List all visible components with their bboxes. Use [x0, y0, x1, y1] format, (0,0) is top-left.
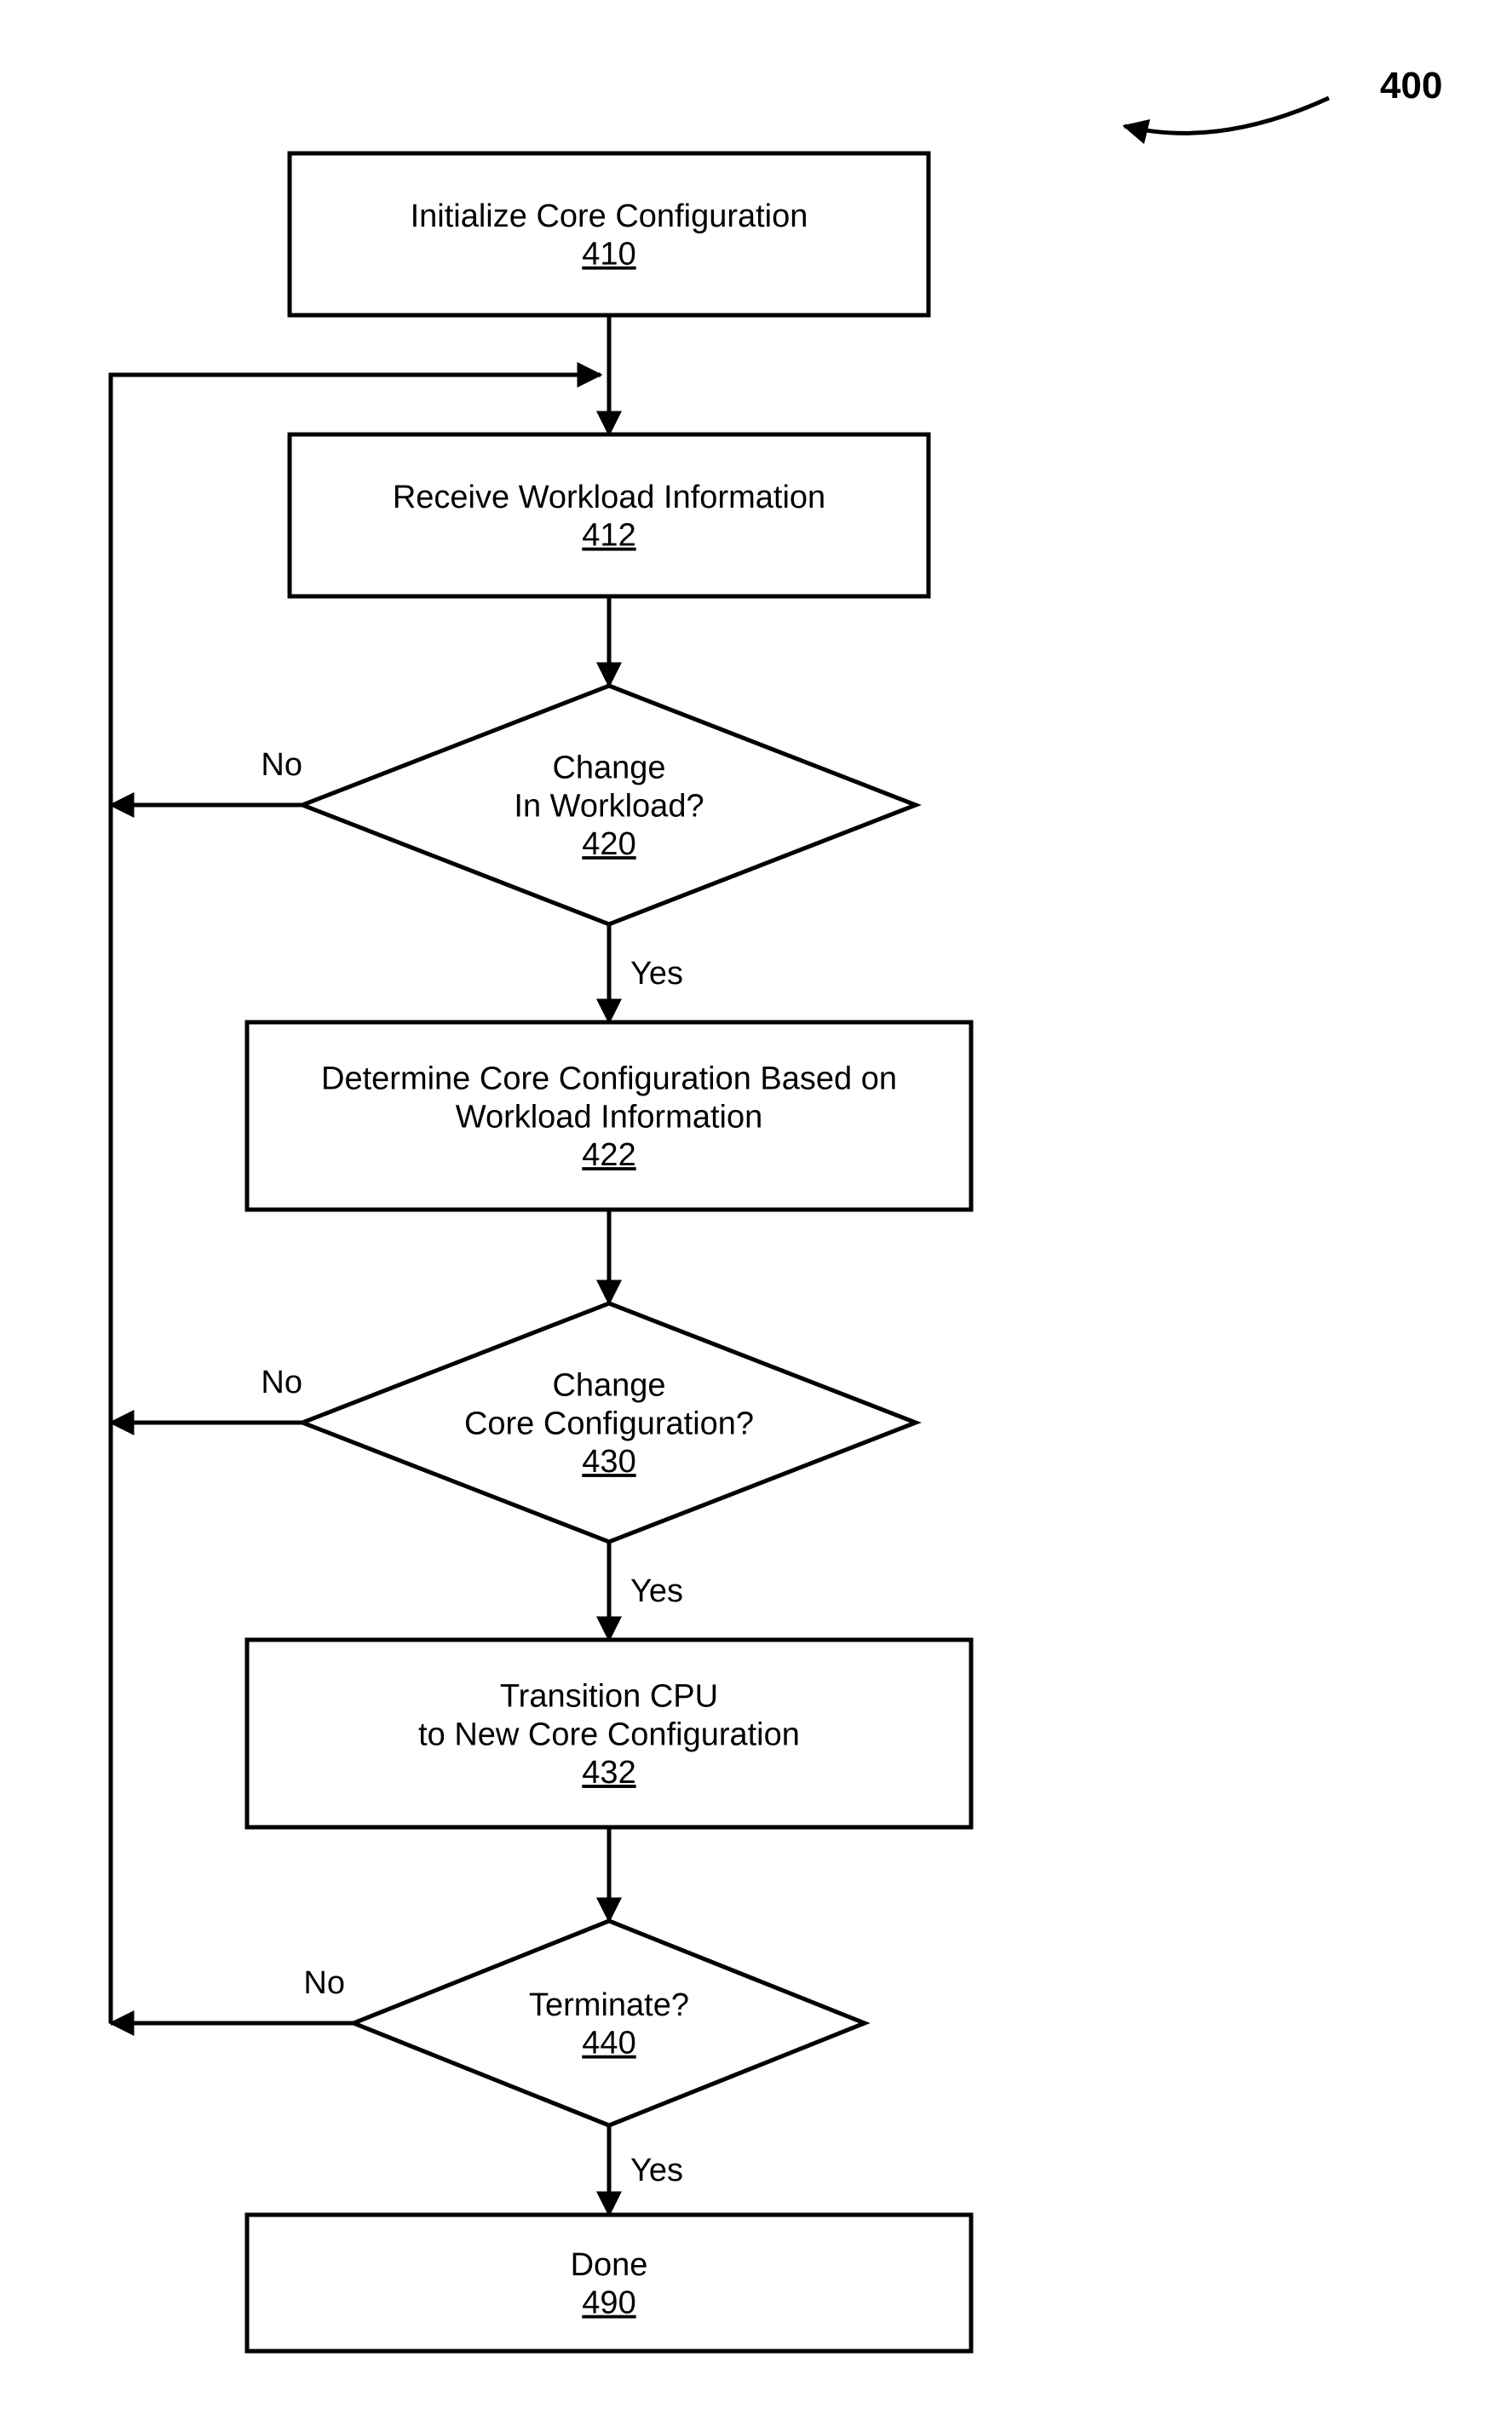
figure-pointer-arrow: [1124, 98, 1329, 133]
node-text-n422-l0: Determine Core Configuration Based on: [321, 1061, 897, 1096]
edge-label-e8: No: [261, 747, 302, 783]
edge-label-e10: No: [303, 1965, 345, 2001]
node-n490: [247, 2215, 971, 2351]
node-text-n422-l1: Workload Information: [456, 1099, 762, 1135]
flowchart-svg: Yes Yes Yes No No No Initialize Core Configura…: [0, 0, 1512, 2415]
figure-label-layer: 400: [1124, 65, 1442, 133]
node-ref-n430: 430: [582, 1444, 635, 1480]
node-ref-n432: 432: [582, 1755, 635, 1791]
edge-label-e5: Yes: [630, 1573, 683, 1609]
node-text-n490-l0: Done: [571, 2247, 648, 2283]
node-n440: [354, 1921, 865, 2125]
edge-label-e3: Yes: [630, 956, 683, 992]
node-n412: [290, 434, 928, 596]
edge-label-e7: Yes: [630, 2153, 683, 2188]
node-n410: [290, 153, 928, 315]
node-ref-n420: 420: [582, 826, 635, 862]
edges-layer: [111, 315, 609, 2215]
node-ref-n440: 440: [582, 2026, 635, 2061]
node-ref-n490: 490: [582, 2286, 635, 2321]
node-text-n412-l0: Receive Workload Information: [393, 480, 825, 515]
node-text-n420-l0: Change: [552, 750, 665, 785]
node-text-n420-l1: In Workload?: [514, 788, 704, 824]
node-ref-n412: 412: [582, 518, 635, 554]
node-text-n432-l0: Transition CPU: [500, 1678, 718, 1714]
node-ref-n410: 410: [582, 237, 635, 273]
figure-number: 400: [1380, 65, 1442, 106]
node-text-n440-l0: Terminate?: [529, 1987, 689, 2023]
edge-label-e9: No: [261, 1365, 302, 1400]
node-text-n430-l1: Core Configuration?: [464, 1406, 754, 1441]
node-text-n430-l0: Change: [552, 1367, 665, 1403]
node-text-n410-l0: Initialize Core Configuration: [411, 198, 808, 234]
node-text-n432-l1: to New Core Configuration: [418, 1716, 800, 1752]
node-ref-n422: 422: [582, 1137, 635, 1173]
